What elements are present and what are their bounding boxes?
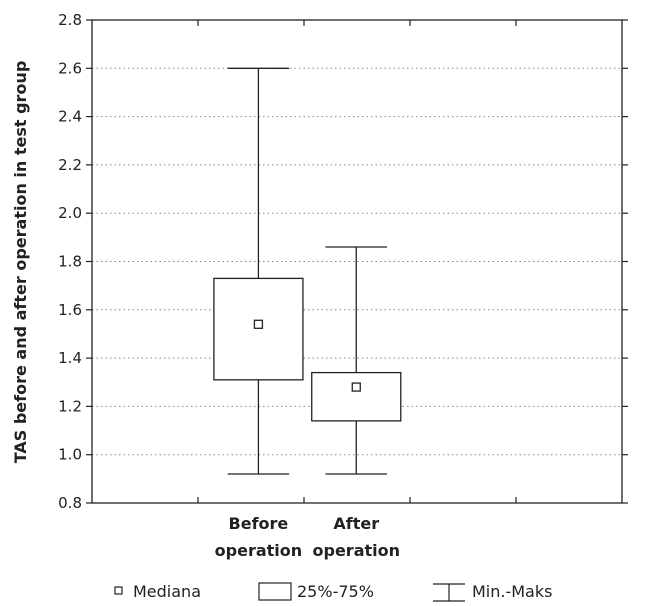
legend-whisker-icon [433,583,465,602]
legend-whisker-label: Min.-Maks [472,582,552,601]
y-tick-label: 2.4 [58,108,82,126]
category-label-line1: After [333,514,379,533]
category-label-line1: Before [229,514,289,533]
median-marker [253,319,264,329]
y-tick-label: 1.2 [58,397,82,415]
y-tick-label: 2.8 [58,11,82,29]
y-tick-label: 1.8 [58,253,82,271]
legend-box-icon [258,582,292,601]
category-labels: Before operation After operation [215,514,400,560]
y-tick-label: 0.8 [58,494,82,512]
category-label-line2: operation [215,541,303,560]
y-tick-label: 1.6 [58,301,82,319]
y-tick-label: 2.6 [58,59,82,77]
grid-lines [92,67,622,456]
legend: Mediana 25%-75% Min.-Maks [114,582,552,602]
box-1 [213,67,304,475]
y-axis: 0.8 1.0 1.2 1.4 1.6 1.8 2.0 2.2 2.4 2.6 2.8 [58,11,628,512]
iqr-box [213,277,304,381]
boxes [213,67,402,475]
y-axis-title: TAS before and after operation in test g… [11,61,30,464]
legend-box-label: 25%-75% [297,582,374,601]
legend-median-label: Mediana [133,582,201,601]
box-2 [311,246,402,475]
y-tick-label: 1.4 [58,349,82,367]
x-axis [197,20,517,503]
legend-median-icon [114,586,123,595]
y-tick-label: 2.2 [58,156,82,174]
median-marker [351,382,361,392]
iqr-box [311,371,402,422]
y-tick-label: 1.0 [58,446,82,464]
y-tick-label: 2.0 [58,204,82,222]
category-label-line2: operation [313,541,401,560]
